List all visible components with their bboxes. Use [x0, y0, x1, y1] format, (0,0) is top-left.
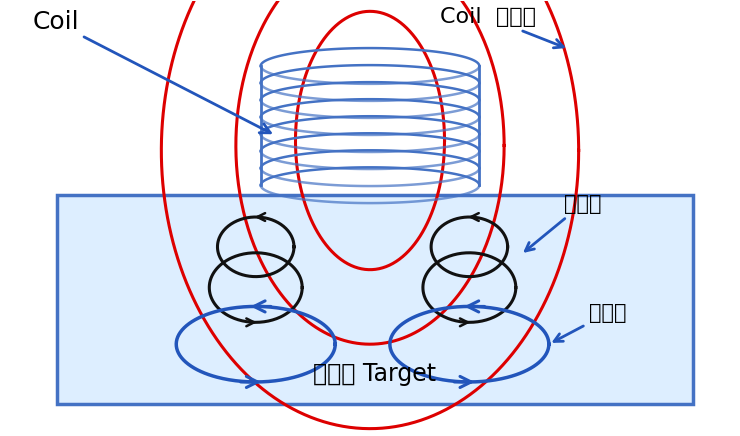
FancyBboxPatch shape [57, 195, 693, 404]
Text: Coil  電磁場: Coil 電磁場 [440, 7, 563, 48]
Text: 電磁場: 電磁場 [554, 303, 626, 341]
Text: Coil: Coil [32, 10, 270, 133]
Text: 渦電流: 渦電流 [525, 194, 602, 251]
Text: 伝導性 Target: 伝導性 Target [314, 362, 437, 386]
